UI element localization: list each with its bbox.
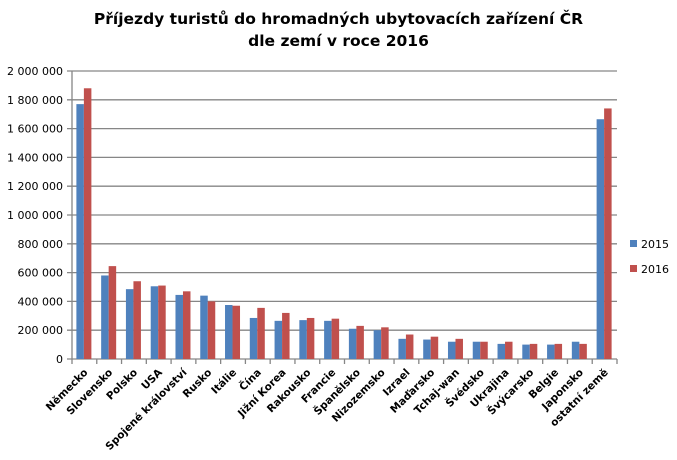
y-tick-label: 400 000 (18, 295, 64, 308)
legend-label: 2015 (641, 238, 669, 251)
bar-2015 (447, 341, 456, 359)
y-tick-label: 800 000 (18, 238, 64, 251)
bar-2016 (207, 301, 216, 359)
chart-title: Příjezdy turistů do hromadných ubytovací… (0, 8, 677, 52)
y-tick-label: 1 400 000 (7, 151, 63, 164)
bar-2016 (257, 307, 265, 359)
bar-2015 (423, 339, 431, 359)
bar-2016 (405, 334, 414, 359)
bar-2016 (306, 317, 315, 359)
legend-label: 2016 (641, 263, 669, 276)
bar-2015 (200, 295, 208, 359)
bar-2015 (125, 289, 134, 359)
bar-2016 (455, 338, 463, 359)
y-tick-label: 200 000 (18, 324, 64, 337)
y-tick-label: 1 200 000 (7, 180, 63, 193)
bar-2015 (274, 320, 283, 359)
bar-2015 (150, 286, 159, 359)
chart-title-line1: Příjezdy turistů do hromadných ubytovací… (93, 10, 584, 28)
y-tick-label: 600 000 (18, 267, 64, 280)
bar-2015 (324, 320, 332, 359)
bar-2015 (76, 104, 84, 360)
bar-2015 (522, 344, 530, 359)
bar-2015 (398, 338, 406, 359)
bar-2015 (249, 317, 258, 359)
x-tick-label: Itálie (209, 367, 239, 397)
bar-2016 (232, 305, 241, 359)
bar-2015 (472, 341, 481, 359)
bar-2015 (497, 343, 506, 359)
bar-2016 (356, 325, 364, 359)
legend-swatch-2015 (630, 240, 637, 247)
bar-2015 (101, 275, 109, 359)
bar-2015 (596, 119, 605, 360)
y-tick-label: 1 800 000 (7, 94, 63, 107)
bar-2016 (604, 108, 612, 359)
bar-2016 (331, 318, 340, 359)
bar-2016 (83, 88, 92, 359)
chart-subtitle: dle zemí v roce 2016 (248, 32, 429, 50)
y-tick-label: 0 (56, 353, 63, 366)
y-tick-label: 1 600 000 (7, 123, 63, 136)
bar-2015 (175, 294, 183, 359)
bar-2016 (282, 312, 290, 359)
bar-2015 (571, 341, 580, 359)
bar-2015 (373, 330, 382, 359)
bar-2016 (430, 336, 439, 359)
bar-2016 (158, 285, 166, 359)
bar-2015 (225, 305, 233, 359)
bar-2016 (182, 291, 191, 359)
bar-2015 (348, 328, 357, 359)
bar-2015 (547, 344, 555, 359)
bar-2016 (133, 281, 141, 359)
bar-2015 (299, 320, 307, 359)
bar-2016 (108, 266, 117, 359)
bar-2016 (554, 343, 563, 359)
bar-2016 (480, 341, 488, 359)
legend-swatch-2016 (630, 265, 637, 272)
bar-2016 (505, 341, 513, 359)
bar-2016 (381, 327, 389, 359)
y-tick-label: 1 000 000 (7, 209, 63, 222)
bar-2016 (529, 343, 538, 359)
y-tick-label: 2 000 000 (7, 65, 63, 78)
bar-2016 (579, 343, 587, 359)
